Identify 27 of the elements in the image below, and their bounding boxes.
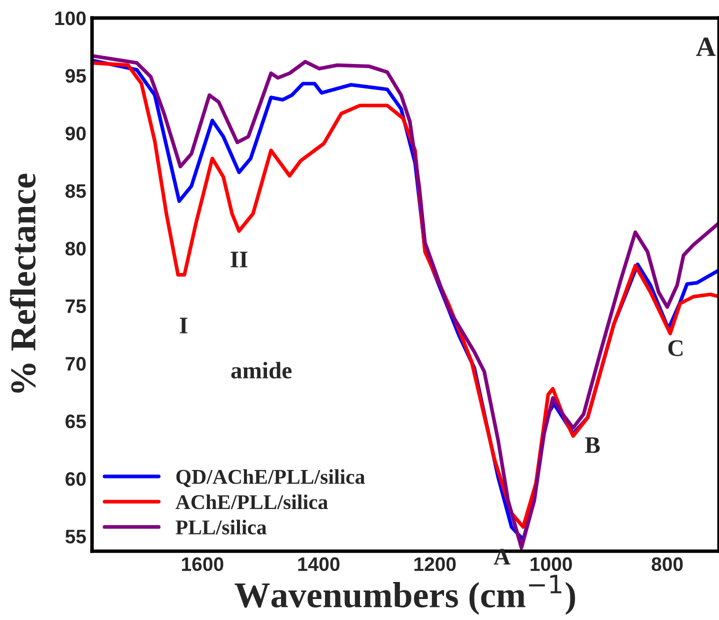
y-tick-label: 80 xyxy=(65,242,86,256)
y-tick-label: 55 xyxy=(65,530,86,544)
x-tick-label: 800 xyxy=(652,557,683,572)
y-tick-label: 70 xyxy=(66,356,86,371)
y-tick-label: 90 xyxy=(66,126,86,140)
x-tick-label: 1000 xyxy=(530,557,572,572)
y-axis-title: % Reflectance xyxy=(10,174,36,393)
y-tick-label: 75 xyxy=(66,300,86,314)
x-tick-label: 1200 xyxy=(414,557,456,572)
y-tick-label: 65 xyxy=(66,414,86,428)
annotation: C xyxy=(668,340,682,356)
annotation: A xyxy=(494,548,510,565)
x-tick-label: 1600 xyxy=(182,557,224,572)
y-tick-label: 95 xyxy=(66,69,86,83)
y-tick-label: 85 xyxy=(65,184,86,198)
legend-label: PLL/silica xyxy=(176,520,266,534)
y-tick-label: 60 xyxy=(66,472,86,486)
annotation: II xyxy=(230,252,248,268)
annotation: I xyxy=(180,318,188,334)
x-tick-label: 1400 xyxy=(298,557,340,572)
x-axis-title: Wavenumbers (cm$^{−1}$) xyxy=(234,574,576,615)
y-tick-label: 100 xyxy=(55,11,86,26)
legend-label: QD/AChE/PLL/silica xyxy=(176,469,365,488)
annotation: amide xyxy=(231,362,292,379)
legend-label: AChE/PLL/silica xyxy=(176,494,328,510)
annotation: A xyxy=(696,38,716,56)
annotation: B xyxy=(585,437,600,453)
